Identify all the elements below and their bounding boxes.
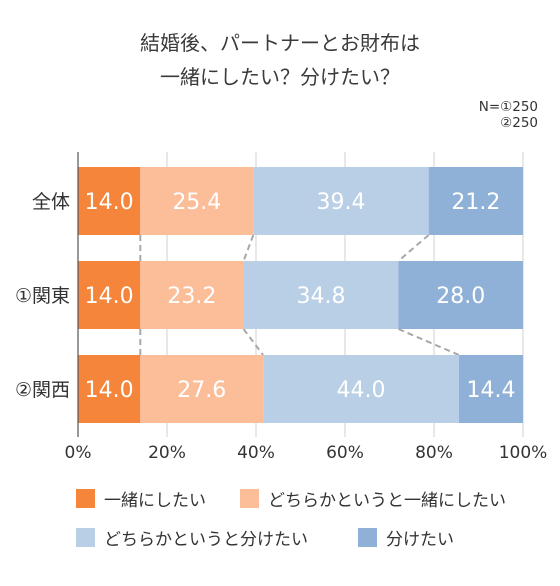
category-label: ①関東 — [15, 285, 70, 307]
connector-layer — [139, 234, 460, 356]
bar-segment — [243, 261, 399, 329]
bar-value-label: 27.6 — [177, 378, 226, 403]
bar-value-label: 14.0 — [85, 284, 134, 309]
series-connector-line — [242, 234, 255, 262]
axis-layer: 0% 20% 40% 60% 80% 100% 全体 ①関東 ②関西 — [15, 152, 547, 463]
bar-segment — [428, 167, 523, 235]
bar-value-label: 28.0 — [436, 284, 485, 309]
x-tick-label: 100% — [499, 443, 548, 463]
sample-size-line1: N=①250 — [478, 99, 538, 115]
bar-segment — [140, 261, 244, 329]
series-connector-line — [397, 234, 430, 262]
chart-title-line2: 一緒にしたい？分けたい？ — [160, 65, 400, 89]
category-label: 全体 — [32, 191, 70, 213]
bar-value-label: 39.4 — [317, 190, 366, 215]
bar-value-label: 21.2 — [451, 190, 500, 215]
bar-value-label: 44.0 — [337, 378, 386, 403]
x-tick-label: 0% — [65, 443, 92, 463]
x-tick-label: 60% — [326, 443, 364, 463]
bar-layer — [78, 167, 523, 423]
x-tick-label: 20% — [148, 443, 186, 463]
label-layer: 14.0 25.4 39.4 21.2 14.0 23.2 34.8 28.0 14.0 27.6… — [85, 190, 516, 403]
sample-size-line2: ②250 — [500, 115, 538, 131]
bar-segment — [253, 167, 429, 235]
chart-title-line1: 結婚後、パートナーとお財布は — [140, 31, 420, 55]
bar-value-label: 14.0 — [85, 378, 134, 403]
bar-segment — [263, 355, 459, 423]
bar-value-label: 25.4 — [172, 190, 221, 215]
chart-title: 結婚後、パートナーとお財布は 一緒にしたい？分けたい？ — [0, 26, 560, 94]
x-tick-label: 80% — [415, 443, 453, 463]
category-label: ②関西 — [15, 379, 70, 401]
bar-value-label: 34.8 — [296, 284, 345, 309]
x-tick-label: 40% — [237, 443, 275, 463]
bar-segment — [458, 355, 523, 423]
bar-segment — [398, 261, 523, 329]
bar-segment — [78, 261, 141, 329]
series-connector-line — [242, 328, 264, 356]
bar-value-label: 14.0 — [85, 190, 134, 215]
bar-value-label: 14.4 — [466, 378, 515, 403]
bar-segment — [78, 167, 141, 235]
bar-value-label: 23.2 — [167, 284, 216, 309]
bar-segment — [140, 167, 254, 235]
sample-size-note: N=①250 ②250 — [479, 99, 538, 131]
bar-segment — [140, 355, 264, 423]
bar-segment — [78, 355, 141, 423]
series-connector-line — [398, 328, 460, 356]
